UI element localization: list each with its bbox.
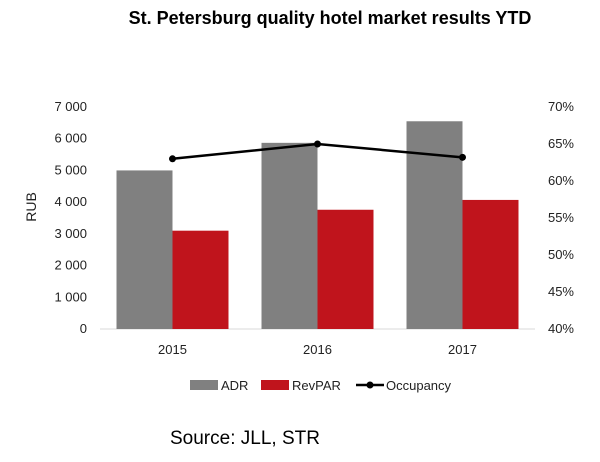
x-tick-label: 2015 <box>158 342 187 357</box>
y2-tick-label: 50% <box>548 247 574 262</box>
y-tick-label: 5 000 <box>54 162 87 177</box>
y2-tick-label: 40% <box>548 321 574 336</box>
y-tick-label: 4 000 <box>54 194 87 209</box>
legend-marker-occupancy <box>366 381 374 389</box>
legend-swatch-adr <box>190 380 218 390</box>
y2-tick-label: 55% <box>548 210 574 225</box>
x-tick-label: 2016 <box>303 342 332 357</box>
y-tick-label: 0 <box>80 321 87 336</box>
y-axis-ticks: 0 1 000 2 000 3 000 4 000 5 000 6 000 7 000 <box>54 99 87 336</box>
legend-label-adr: ADR <box>221 378 248 393</box>
bar-revpar-2016 <box>317 209 374 329</box>
y-tick-label: 6 000 <box>54 131 87 146</box>
x-axis-ticks: 2015 2016 2017 <box>158 342 477 357</box>
y-tick-label: 2 000 <box>54 258 87 273</box>
legend-label-revpar: RevPAR <box>292 378 341 393</box>
y2-axis-ticks: 40% 45% 50% 55% 60% 65% 70% <box>548 99 574 336</box>
y-axis-label: RUB <box>23 192 39 222</box>
y2-tick-label: 70% <box>548 99 574 114</box>
legend: ADR RevPAR Occupancy <box>190 378 452 393</box>
y2-tick-label: 60% <box>548 173 574 188</box>
occupancy-point-2016 <box>314 140 321 148</box>
chart-title: St. Petersburg quality hotel market resu… <box>128 8 532 28</box>
bar-adr-2016 <box>261 142 318 329</box>
x-tick-label: 2017 <box>448 342 477 357</box>
y-tick-label: 3 000 <box>54 226 87 241</box>
occupancy-point-2015 <box>169 155 176 163</box>
occupancy-line <box>169 140 466 163</box>
y2-tick-label: 65% <box>548 136 574 151</box>
legend-label-occupancy: Occupancy <box>386 378 452 393</box>
bar-revpar-2015 <box>172 230 229 329</box>
y-tick-label: 1 000 <box>54 289 87 304</box>
source-note: Source: JLL, STR <box>170 428 320 449</box>
bar-adr-2015 <box>116 170 173 329</box>
occupancy-point-2017 <box>459 153 466 161</box>
y-tick-label: 7 000 <box>54 99 87 114</box>
y2-tick-label: 45% <box>548 284 574 299</box>
bars <box>116 121 519 330</box>
legend-swatch-revpar <box>261 380 289 390</box>
bar-revpar-2017 <box>462 199 519 329</box>
